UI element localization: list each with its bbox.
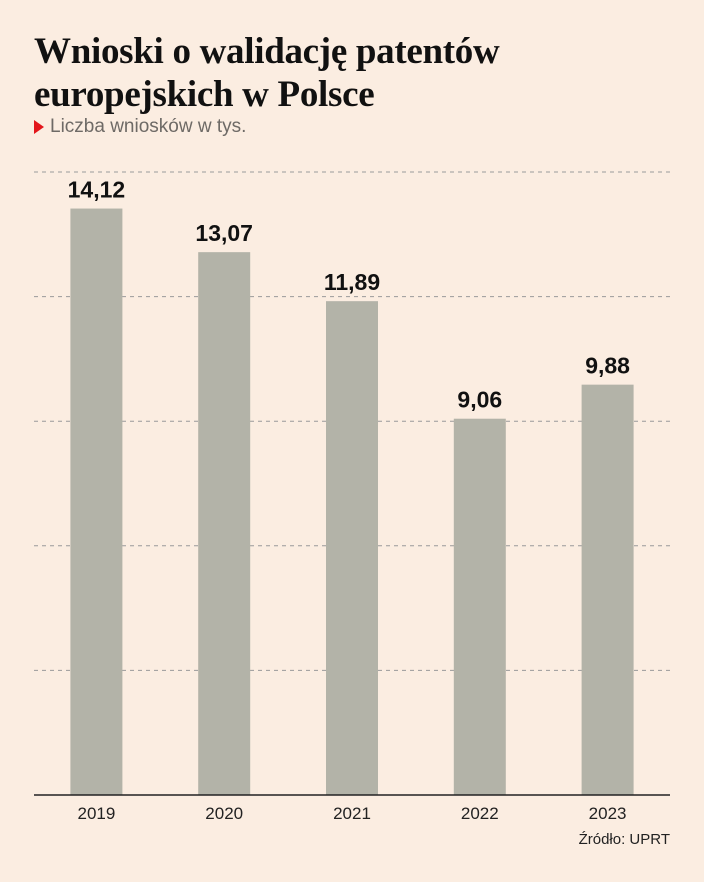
data-label-2019: 14,12 [68, 177, 126, 203]
bar-2022 [453, 418, 506, 795]
data-label-2023: 9,88 [585, 353, 630, 379]
x-tick-label-2019: 2019 [77, 804, 115, 823]
x-tick-label-2023: 2023 [589, 804, 627, 823]
bar-2019 [70, 208, 123, 796]
bar-2020 [198, 252, 251, 796]
bar-2023 [581, 384, 634, 795]
x-tick-label-2022: 2022 [461, 804, 499, 823]
data-label-2022: 9,06 [457, 387, 502, 413]
triangle-marker-icon [34, 120, 44, 134]
subtitle-text: Liczba wniosków w tys. [50, 116, 247, 137]
chart-title: Wnioski o walidację patentów europejskic… [34, 31, 500, 115]
bar-2021 [326, 301, 378, 795]
x-tick-label-2021: 2021 [333, 804, 371, 823]
source-note: Źródło: UPRT [578, 831, 670, 848]
data-label-2020: 13,07 [195, 220, 253, 246]
chart-subtitle: Liczba wniosków w tys. [34, 116, 246, 138]
x-tick-label-2020: 2020 [205, 804, 243, 823]
data-label-2021: 11,89 [324, 269, 380, 295]
